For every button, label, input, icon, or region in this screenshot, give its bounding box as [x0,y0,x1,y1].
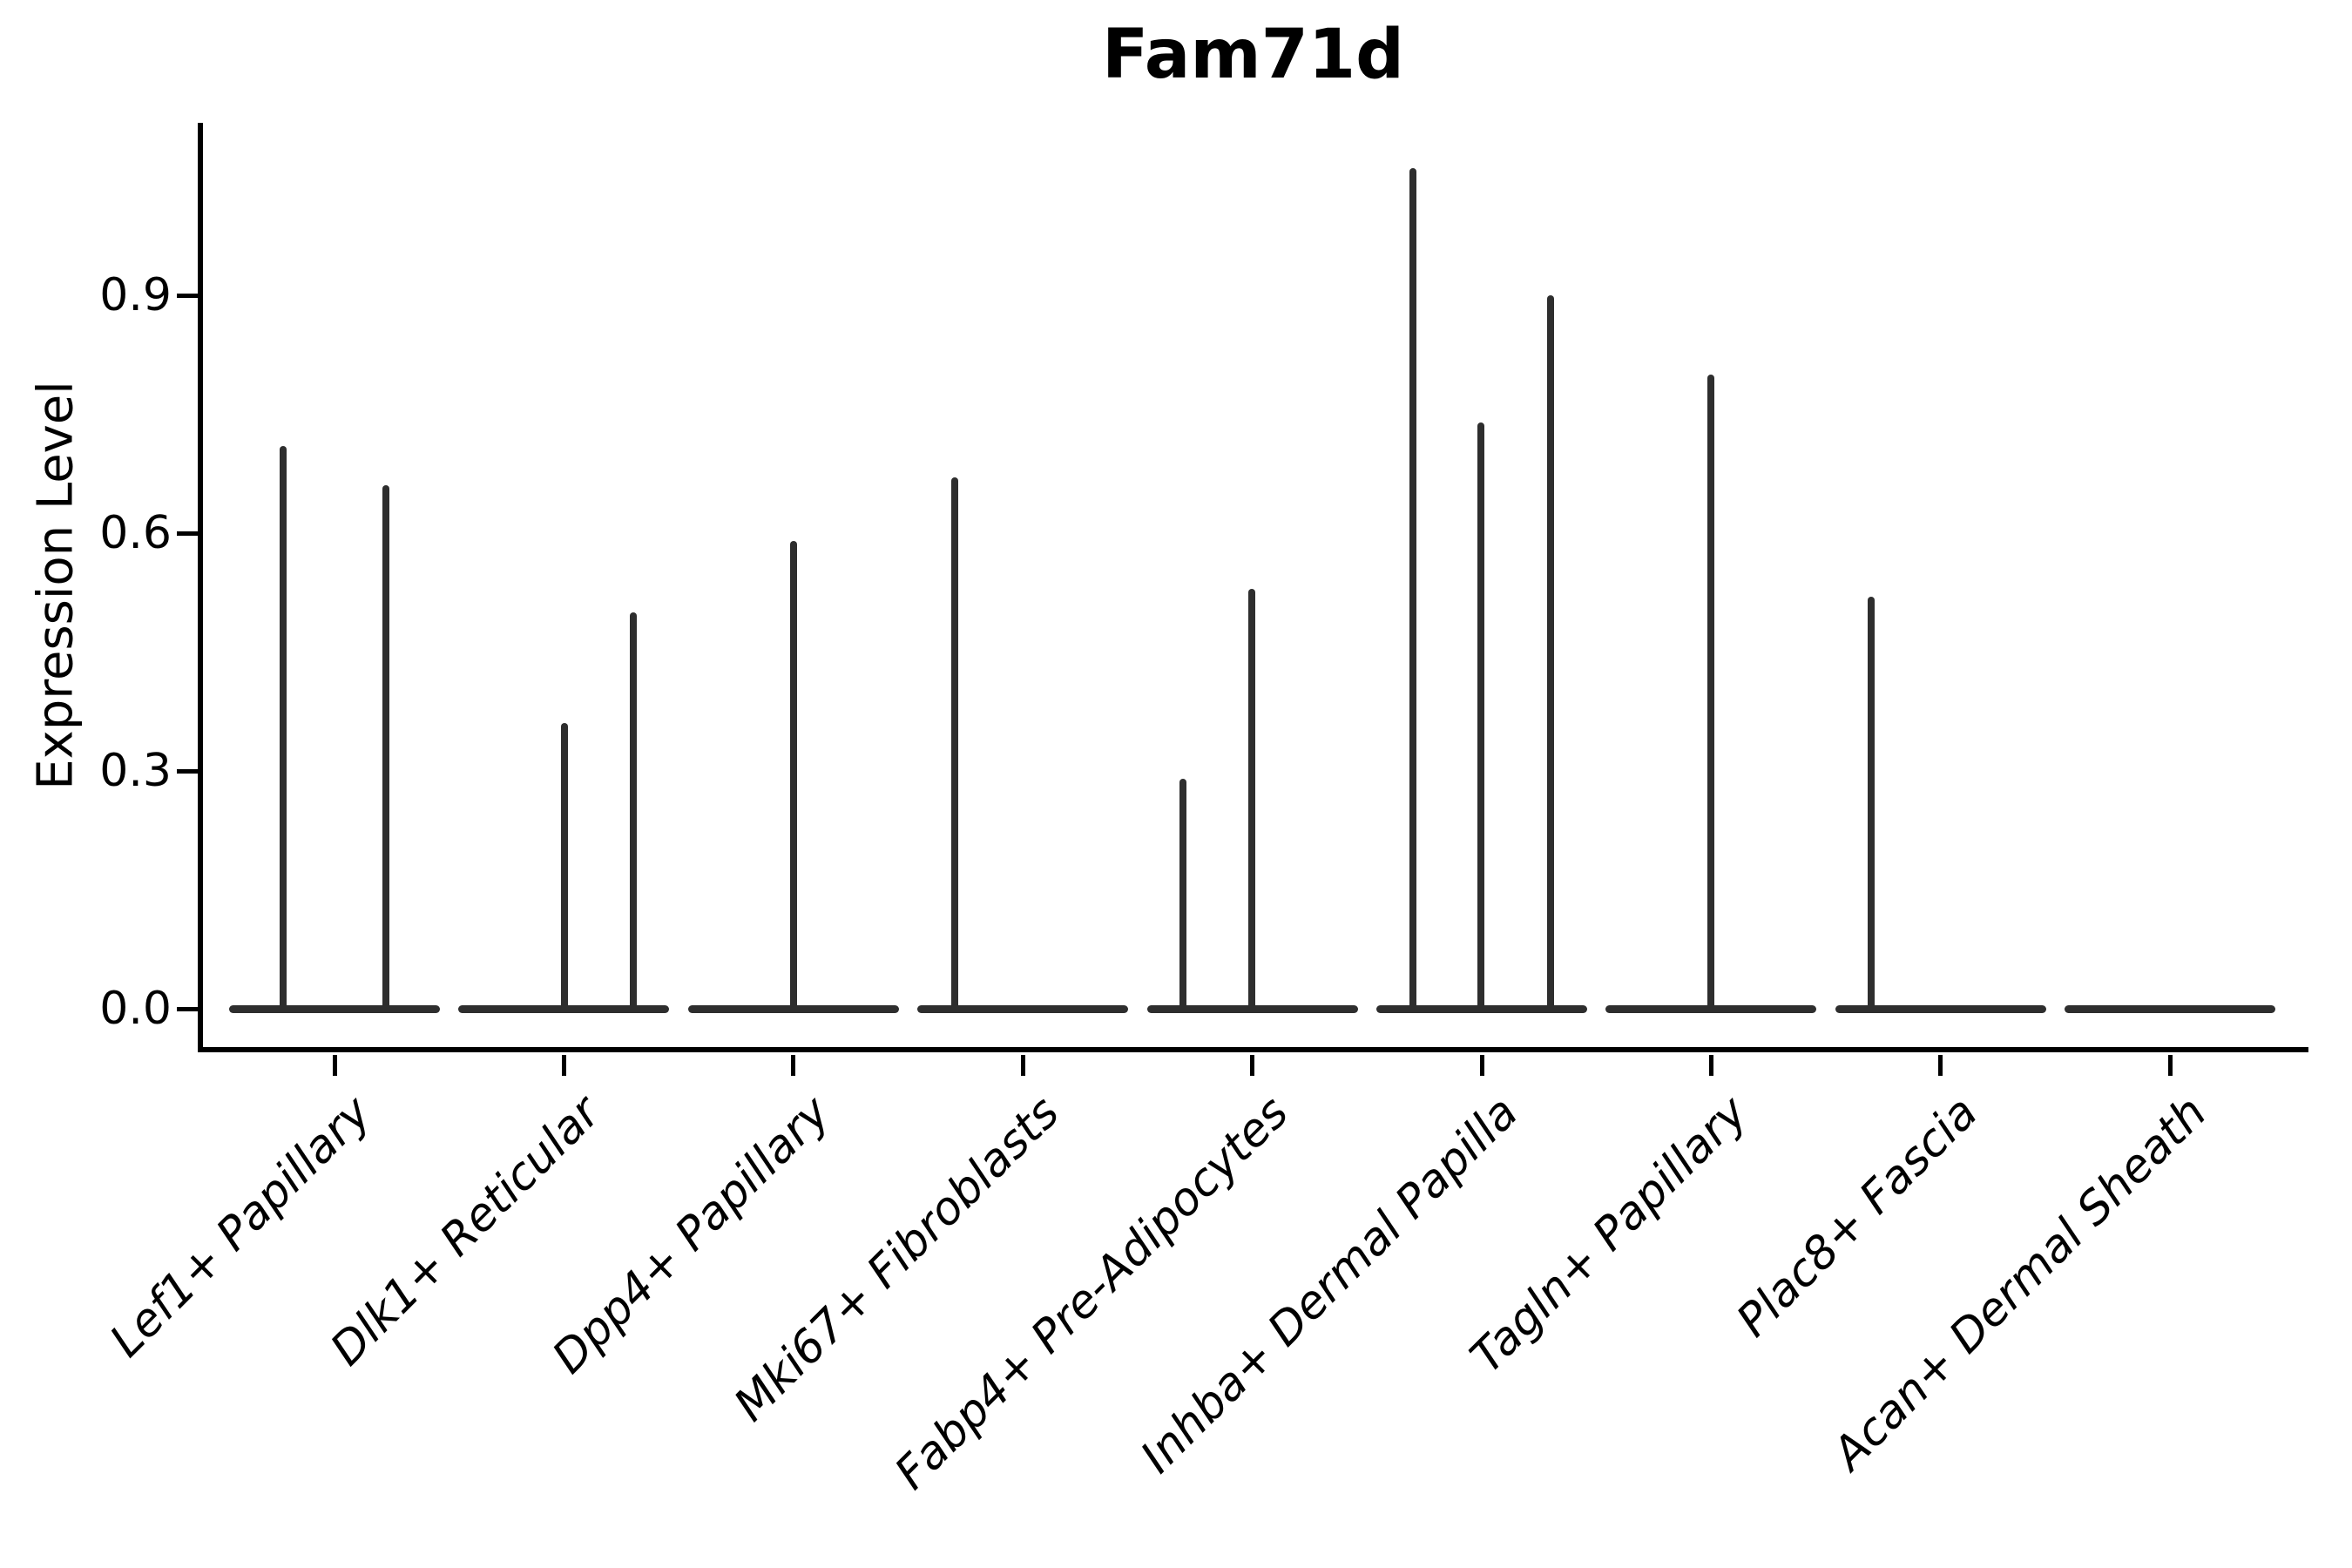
x-tick-mark [332,1055,337,1076]
violin-spike [1409,168,1416,1010]
x-tick-mark [1250,1055,1255,1076]
x-tick-mark [791,1055,796,1076]
y-tick-mark [177,768,198,774]
violin-baseline [229,1004,440,1013]
x-tick-mark [1708,1055,1713,1076]
x-tick-mark [2167,1055,2173,1076]
violin-spike [1547,295,1554,1010]
x-tick-mark [1020,1055,1025,1076]
violin-spike [280,445,287,1010]
x-tick-label: Fabp4+ Pre-Adipocytes [885,1086,1300,1500]
y-tick-label: 0.6 [99,507,172,559]
y-tick-label: 0.9 [99,269,172,321]
x-tick-label: Plac8+ Fascia [1727,1086,1988,1348]
y-tick-label: 0.0 [99,983,172,1035]
y-tick-mark [177,1006,198,1011]
x-tick-mark [561,1055,566,1076]
x-tick-label: Inhba+ Dermal Papilla [1131,1086,1529,1484]
violin-baseline [917,1004,1129,1013]
violin-baseline [2065,1004,2276,1013]
violin-spike [630,612,638,1010]
y-tick-mark [177,531,198,536]
violin-spike [382,485,389,1010]
y-tick-label: 0.3 [99,745,172,797]
violin-spike [1707,375,1715,1010]
plot-area [198,123,2308,1052]
y-axis-label: Expression Level [27,381,84,790]
violin-spike [1179,779,1186,1010]
x-tick-label: Acan+ Dermal Sheath [1822,1086,2217,1481]
violin-spike [1867,596,1875,1010]
y-tick-mark [177,293,198,298]
x-tick-mark [1479,1055,1484,1076]
violin-spike [951,477,959,1010]
violin-baseline [1835,1004,2046,1013]
violin-spike [1477,422,1484,1010]
violin-spike [789,541,797,1010]
x-tick-mark [1938,1055,1943,1076]
violin-spike [561,723,569,1010]
violin-spike [1247,588,1255,1010]
chart-title: Fam71d [1101,16,1404,94]
